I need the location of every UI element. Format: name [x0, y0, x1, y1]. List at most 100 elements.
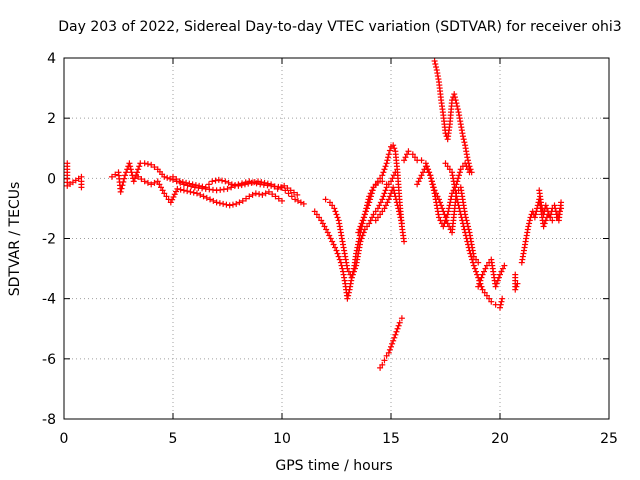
data-point-morning-c: [268, 181, 275, 188]
data-point-morning-a: [126, 160, 133, 167]
data-point-rise-to-15-b-dense: [393, 196, 400, 203]
data-point-late-a-dense: [474, 271, 481, 278]
data-point-morning-b: [174, 185, 181, 192]
data-point-morning-c-dense: [264, 180, 271, 187]
grid: [64, 58, 609, 419]
data-point-morning-a: [300, 200, 307, 207]
data-point-isolated-low-dense: [395, 322, 402, 329]
data-point-morning-c-dense: [212, 177, 219, 184]
data-point-afternoon-b-dense: [425, 169, 432, 176]
data-point-isolated-low: [390, 337, 397, 344]
data-point-morning-a: [161, 173, 168, 180]
data-point-morning-c: [215, 176, 222, 183]
data-point-descent-b-dense: [350, 268, 357, 275]
data-point-morning-a-dense: [131, 175, 138, 182]
data-point-rise-to-15-dense: [364, 205, 371, 212]
y-tick-label: -4: [42, 292, 56, 308]
data-point-spike: [468, 169, 475, 176]
data-point-late-b: [501, 262, 508, 269]
data-point-morning-c: [235, 182, 242, 189]
data-point-morning-c-dense: [205, 181, 212, 188]
data-point-afternoon-b-dense: [433, 190, 440, 197]
data-point-afternoon-a-dense: [456, 169, 463, 176]
data-point-isolated-low: [388, 343, 394, 350]
data-point-descent-b: [370, 211, 377, 218]
data-point-morning-c-dense: [173, 176, 180, 183]
data-point-rise-to-15: [379, 172, 386, 179]
data-point-rise-to-15-dense: [382, 163, 389, 170]
data-point-descent-a: [337, 259, 344, 266]
data-point-morning-a-dense: [136, 163, 143, 170]
data-point-afternoon-a-dense: [411, 154, 418, 161]
data-point-afternoon-b-dense: [438, 202, 445, 209]
data-point-morning-b: [259, 191, 266, 198]
data-point-rise-to-15-b-dense: [397, 214, 404, 221]
data-point-morning-c-dense: [225, 179, 232, 186]
data-point-late-a-dense: [498, 298, 505, 305]
data-point-rise-to-15-dense: [381, 166, 388, 173]
data-point-late-a-dense: [471, 265, 478, 272]
data-point-rise-to-15-b-dense: [386, 193, 393, 200]
data-point-morning-a-dense: [123, 169, 130, 176]
data-point-rise-to-15-dense: [365, 202, 372, 209]
data-point-late-b-dense: [498, 268, 505, 275]
data-point-afternoon-a-dense: [455, 175, 462, 182]
data-point-late-b: [479, 271, 486, 278]
data-point-evening: [531, 214, 538, 221]
data-point-descent-b-dense: [389, 175, 396, 182]
data-point-descent-b-dense: [333, 211, 340, 218]
data-point-afternoon-b: [444, 220, 451, 227]
data-point-descent-a-dense: [336, 256, 343, 263]
data-point-morning-a: [148, 161, 155, 168]
data-point-late-a-dense: [497, 301, 504, 308]
data-point-late-a-dense: [462, 232, 469, 239]
data-point-descent-a-dense: [345, 289, 352, 296]
data-point-descent-b-dense: [376, 202, 383, 209]
data-point-morning-b-dense: [216, 200, 223, 207]
data-point-late-c: [512, 286, 519, 293]
data-point-rise-to-15: [370, 184, 377, 191]
data-point-descent-b-dense: [352, 265, 359, 272]
data-point-morning-b: [161, 190, 168, 197]
data-point-start-low: [78, 184, 85, 191]
data-point-late-a: [462, 229, 469, 236]
data-point-afternoon-a-dense: [402, 154, 409, 161]
data-point-morning-c-dense: [186, 180, 193, 187]
data-point-rise-to-15-b: [392, 193, 399, 200]
y-tick-label: -8: [42, 412, 56, 428]
data-point-morning-b: [265, 188, 272, 195]
data-point-morning-a-dense: [135, 166, 142, 173]
data-point-descent-a: [329, 238, 336, 245]
data-point-evening-dense: [541, 220, 548, 227]
data-point-late-a: [499, 295, 506, 302]
data-point-isolated-low-dense: [393, 328, 400, 335]
data-point-afternoon-a: [457, 166, 464, 173]
data-point-descent-b: [366, 220, 373, 227]
data-point-descent-b-dense: [369, 214, 376, 221]
data-point-morning-c: [248, 179, 255, 186]
data-point-afternoon-b-dense: [419, 169, 426, 176]
data-point-evening-b: [542, 202, 549, 209]
data-point-rise-to-15-b: [390, 184, 397, 191]
data-point-morning-c: [287, 187, 294, 194]
data-point-morning-a-dense: [119, 182, 126, 189]
data-point-rise-to-15-dense: [358, 220, 365, 227]
data-point-late-a-dense: [461, 226, 468, 233]
data-point-late-a-dense: [465, 241, 472, 248]
data-point-morning-a-dense: [228, 184, 235, 191]
data-point-morning-c-dense: [284, 185, 291, 192]
data-point-morning-b: [239, 197, 246, 204]
data-point-afternoon-b: [414, 181, 421, 188]
data-point-spike-dense: [432, 61, 439, 68]
data-point-descent-b-dense: [372, 208, 379, 215]
data-point-late-b: [497, 271, 503, 278]
data-point-morning-a-dense: [121, 175, 128, 182]
data-point-descent-a-dense: [338, 262, 345, 269]
data-point-morning-a-dense: [118, 185, 125, 192]
data-point-late-b: [475, 283, 482, 290]
data-point-isolated-low-dense: [391, 334, 398, 341]
data-point-spike-dense: [465, 160, 472, 167]
data-point-rise-to-15: [374, 178, 381, 185]
data-point-descent-a: [333, 247, 340, 254]
data-point-morning-c: [189, 181, 196, 188]
